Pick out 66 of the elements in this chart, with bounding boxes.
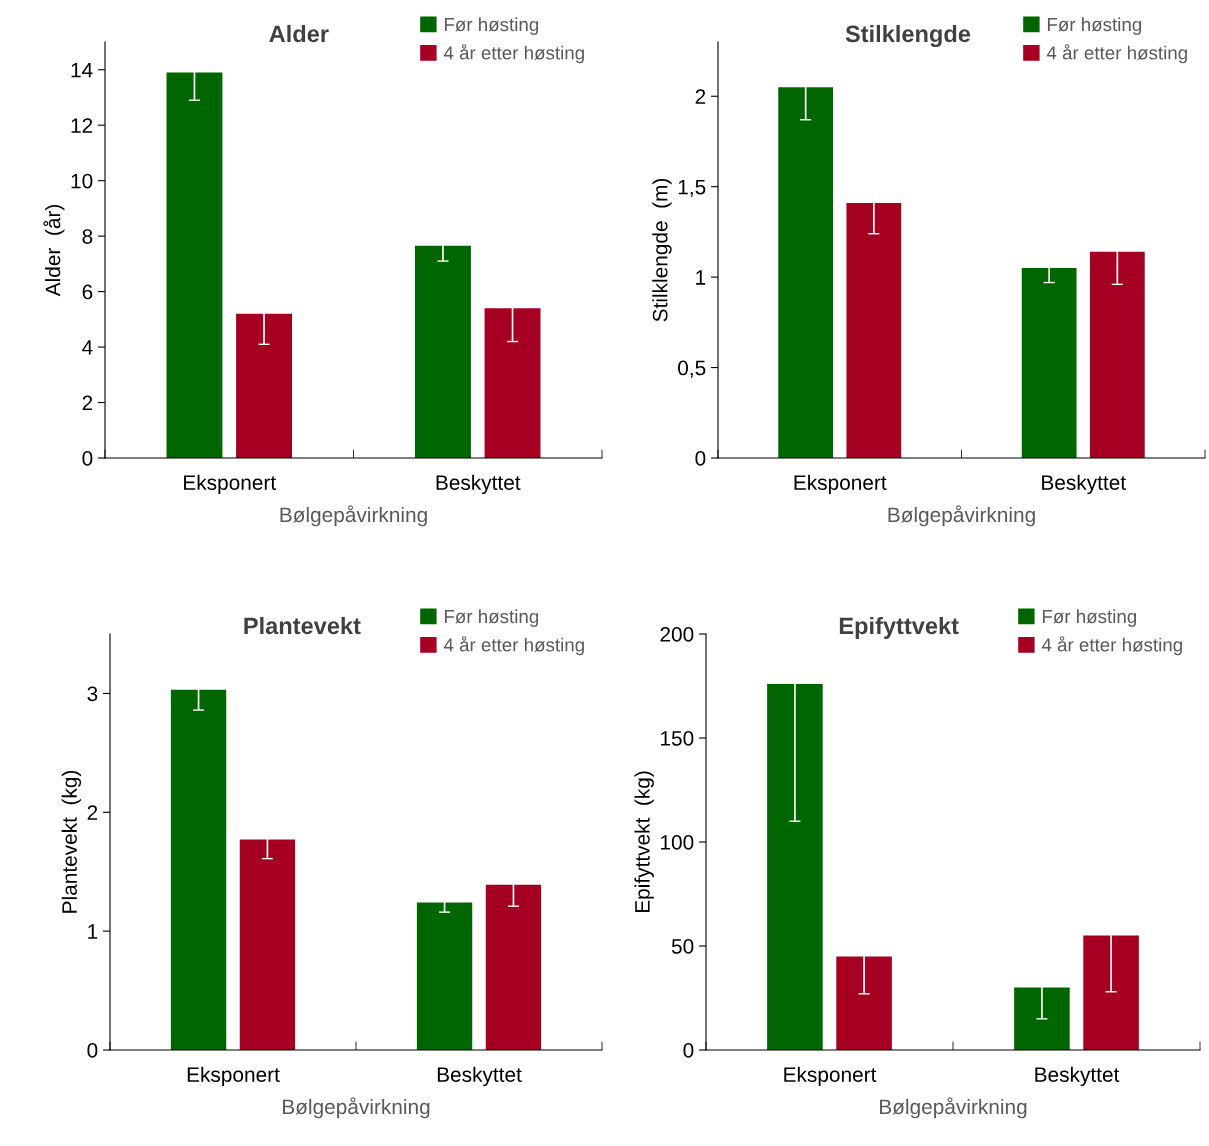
y-tick-label: 2: [82, 395, 93, 411]
y-tick-label: 1: [696, 270, 706, 285]
bar: [484, 308, 541, 458]
y-tick-label: 150: [661, 731, 694, 746]
x-tick-label: Eksponert: [184, 474, 276, 495]
chart-title: Epifyttvekt: [839, 616, 959, 639]
y-tick-label: 8: [82, 229, 93, 244]
y-tick-label: 3: [87, 686, 98, 702]
legend-label: Før høsting: [1047, 17, 1142, 35]
y-tick-label: 0,5: [678, 360, 706, 378]
bar: [836, 956, 892, 1050]
y-axis-title: Plantevekt (kg): [61, 770, 82, 913]
chart-title: Stilklengde: [845, 24, 971, 47]
y-tick-label: 2: [695, 89, 706, 104]
y-tick-label: 200: [660, 627, 694, 642]
bar: [778, 87, 834, 458]
y-axis-title: Epifyttvekt (kg): [634, 771, 654, 913]
legend-label: Før høsting: [444, 609, 539, 627]
legend-label: Før høsting: [444, 17, 539, 35]
bar: [1089, 251, 1145, 458]
bar: [485, 884, 542, 1050]
x-tick-label: Beskyttet: [436, 474, 521, 495]
legend-label: 4 år etter høsting: [1046, 44, 1187, 64]
y-tick-label: 0: [82, 451, 93, 466]
legend-label: 4 år etter høsting: [443, 636, 584, 656]
y-tick-label: 0: [695, 451, 706, 466]
bar: [236, 313, 292, 458]
y-axis-title: Stilklengde (m): [652, 178, 672, 322]
x-tick-label: Eksponert: [784, 1066, 877, 1087]
y-tick-label: 6: [82, 284, 93, 300]
bar: [415, 245, 471, 458]
y-tick-label: 2: [87, 805, 98, 820]
y-tick-label: 0: [683, 1043, 694, 1058]
bar: [767, 683, 823, 1050]
y-tick-label: 0: [87, 1043, 98, 1058]
legend-label: 4 år etter høsting: [443, 44, 584, 64]
chart-title: Alder: [269, 24, 329, 43]
legend-label: 4 år etter høsting: [1041, 636, 1182, 656]
chart-title: Plantevekt: [244, 616, 361, 635]
legend-label: Før høsting: [1042, 609, 1137, 627]
x-tick-label: Beskyttet: [1035, 1066, 1120, 1087]
x-axis-title: Bølgepåvirkning: [283, 1097, 430, 1119]
bar: [1014, 987, 1070, 1050]
bar: [846, 202, 902, 458]
y-tick-label: 4: [82, 340, 93, 355]
bar: [239, 839, 296, 1050]
x-tick-label: Beskyttet: [1042, 474, 1126, 495]
x-tick-label: Eksponert: [187, 1066, 280, 1087]
y-tick-label: 1: [88, 924, 98, 939]
y-tick-label: 50: [671, 939, 694, 954]
bar: [416, 902, 473, 1050]
x-axis-title: Bølgepåvirkning: [888, 505, 1035, 527]
x-axis-title: Bølgepåvirkning: [280, 505, 427, 527]
x-axis-title: Bølgepåvirkning: [880, 1097, 1027, 1119]
x-tick-label: Eksponert: [794, 474, 887, 495]
bar: [170, 689, 227, 1050]
bar: [166, 72, 223, 458]
y-tick-label: 14: [71, 62, 93, 78]
y-tick-label: 12: [71, 118, 93, 133]
y-tick-label: 10: [71, 173, 93, 189]
x-tick-label: Beskyttet: [437, 1066, 522, 1087]
y-tick-label: 1,5: [678, 179, 706, 197]
bar: [1083, 935, 1139, 1050]
bar: [1021, 268, 1077, 458]
y-tick-label: 100: [661, 835, 694, 850]
y-axis-title: Alder (år): [43, 204, 65, 297]
